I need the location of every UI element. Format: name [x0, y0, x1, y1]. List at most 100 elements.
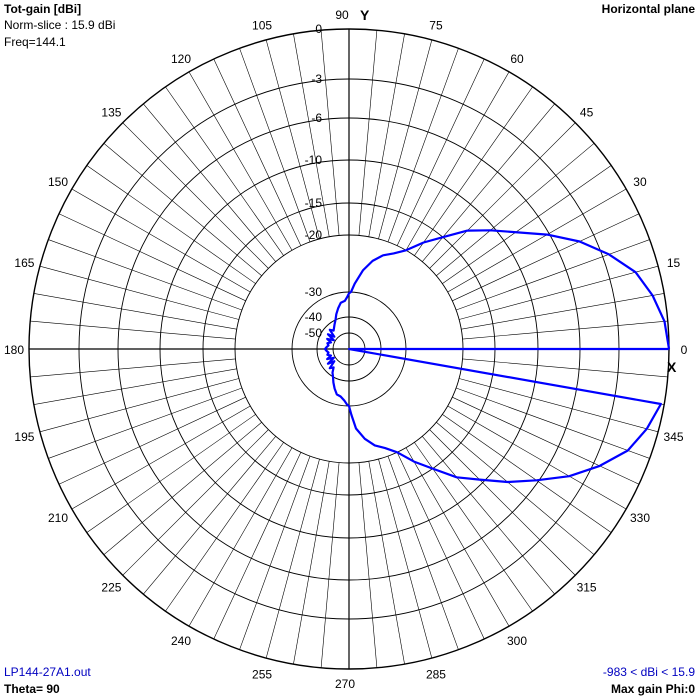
grid-spoke [188, 71, 293, 251]
grid-spoke [165, 86, 284, 256]
angle-label: 165 [14, 256, 34, 270]
grid-spoke [368, 461, 405, 665]
max-gain-label: Max gain Phi:0 [610, 682, 695, 696]
grid-spoke [30, 358, 236, 378]
grid-spoke [456, 239, 650, 311]
gain-pattern-line [323, 229, 671, 484]
grid-spoke [293, 461, 330, 665]
grid-spoke [265, 39, 320, 239]
grid-spoke [39, 378, 239, 433]
grid-spoke [165, 442, 284, 612]
angle-label: 180 [4, 343, 24, 357]
grid-spoke [48, 239, 242, 311]
grid-spoke [86, 414, 256, 533]
grid-spoke [447, 405, 627, 510]
angle-label: 255 [252, 668, 272, 682]
file-name-label: LP144-27A1.out [4, 665, 91, 679]
grid-spoke [48, 387, 242, 459]
radial-tick-label: -10 [305, 153, 323, 167]
grid-spoke [320, 462, 340, 668]
angle-label: 15 [667, 256, 681, 270]
grid-spoke [387, 48, 459, 242]
angle-label: 240 [171, 634, 191, 648]
chart-title: Tot-gain [dBi] [4, 2, 82, 16]
grid-spoke [436, 422, 595, 555]
grid-spoke [414, 442, 533, 612]
grid-spoke [405, 447, 510, 627]
angle-label: 45 [580, 105, 594, 119]
grid-spoke [452, 213, 640, 302]
angle-label: 330 [630, 511, 650, 525]
grid-spoke [86, 165, 256, 284]
angle-label: 75 [429, 18, 443, 32]
angle-label: 210 [48, 511, 68, 525]
frequency-label: Freq=144.1 [4, 35, 66, 49]
grid-spoke [39, 265, 239, 320]
grid-spoke [422, 436, 555, 595]
pattern-series [323, 229, 671, 484]
angle-label: 270 [335, 677, 355, 691]
grid-spoke [143, 103, 276, 262]
grid-spoke [33, 368, 237, 405]
grid-spoke [452, 396, 640, 485]
grid-spoke [213, 58, 302, 246]
angle-label: 30 [633, 175, 647, 189]
axis-labels: YX [360, 7, 677, 375]
grid-spoke [239, 456, 311, 650]
grid-spoke [378, 39, 433, 239]
theta-label: Theta= 90 [4, 682, 60, 696]
grid-spoke [239, 48, 311, 242]
axis-y-label: Y [360, 7, 370, 23]
angle-label: 285 [426, 668, 446, 682]
grid-spoke [103, 143, 262, 276]
radial-tick-label: -15 [305, 196, 323, 210]
axis-x-label: X [667, 359, 677, 375]
angle-label: 105 [252, 18, 272, 32]
grid-spoke [293, 33, 330, 237]
grid-spoke [459, 265, 659, 320]
gain-range-label: -983 < dBi < 15.9 [602, 665, 695, 679]
grid-spoke [387, 456, 459, 650]
grid-spoke [462, 320, 668, 340]
grid-spoke [414, 86, 533, 256]
grid-spoke [30, 320, 236, 340]
norm-slice-label: Norm-slice : 15.9 dBi [4, 18, 116, 32]
radial-tick-labels: 0 -3 -6 -10 -15 -20 -30 -40 -50 [305, 22, 323, 340]
angle-label: 60 [510, 52, 524, 66]
radial-tick-label: -6 [311, 111, 322, 125]
grid-spoke [436, 143, 595, 276]
grid-spoke [456, 387, 650, 459]
grid-spoke [442, 165, 612, 284]
grid-spoke [358, 462, 378, 668]
grid-spoke [396, 452, 485, 640]
angle-label: 135 [101, 105, 121, 119]
angle-label: 120 [171, 52, 191, 66]
angle-label: 90 [335, 8, 349, 22]
grid-spoke [442, 414, 612, 533]
radial-tick-label: -3 [311, 72, 322, 86]
grid-spoke [213, 452, 302, 640]
plane-label: Horizontal plane [601, 2, 695, 16]
grid-spoke [188, 447, 293, 627]
grid-spoke [122, 429, 269, 576]
angle-label: 345 [664, 430, 684, 444]
radial-tick-label: -20 [305, 228, 323, 242]
angle-label: 0 [681, 343, 688, 357]
grid-spoke [103, 422, 262, 555]
grid-spoke [405, 71, 510, 251]
grid-spoke [429, 429, 576, 576]
angle-labels: 0 15 30 45 60 75 90 105 120 135 150 165 180 195 210 225… [4, 8, 688, 691]
grid-spoke [422, 103, 555, 262]
grid-spoke [378, 459, 433, 659]
grid-spoke [461, 293, 665, 330]
grid-spoke [33, 293, 237, 330]
radial-tick-label: -40 [305, 310, 323, 324]
angle-label: 150 [48, 175, 68, 189]
angle-label: 225 [101, 581, 121, 595]
radial-tick-label: 0 [315, 22, 322, 36]
grid-spoke [368, 33, 405, 237]
grid-spoke [358, 30, 378, 236]
grid-spoke [122, 122, 269, 269]
grid-spoke [447, 188, 627, 293]
